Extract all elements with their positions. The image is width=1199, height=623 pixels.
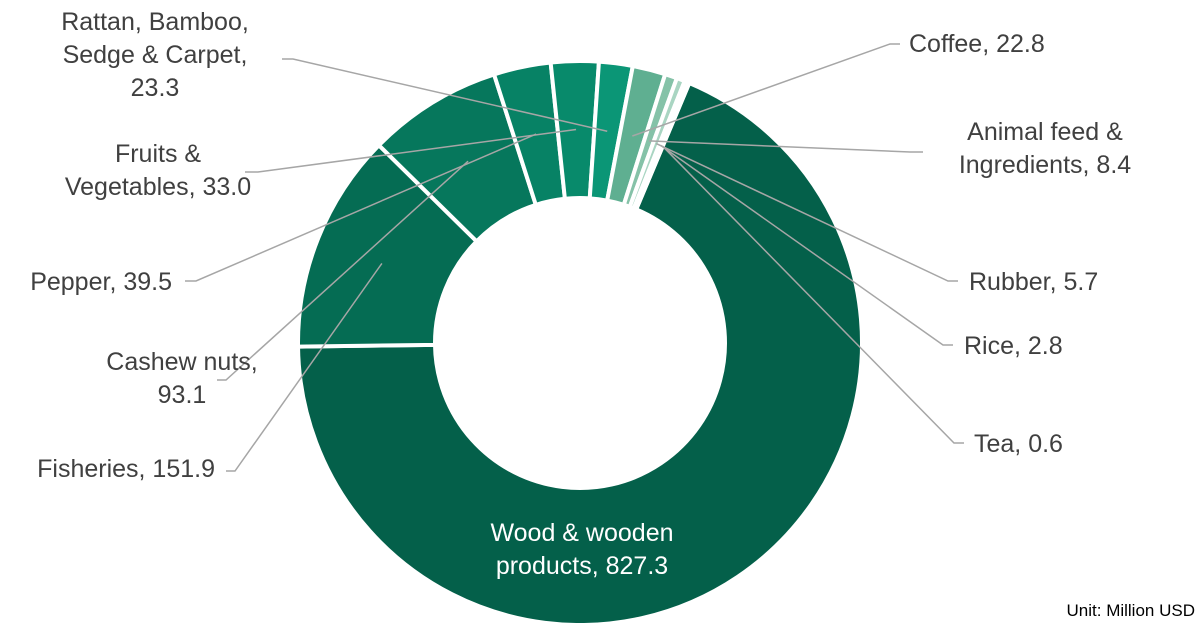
data-label-wood-wooden-products: Wood & wooden products, 827.3 [491, 519, 674, 580]
leader-line-fruits-vegetables [245, 128, 577, 173]
data-label-fisheries: Fisheries, 151.9 [37, 455, 215, 483]
data-label-line: 23.3 [131, 74, 180, 102]
data-label-line: Sedge & Carpet, [63, 41, 248, 69]
slice-wood-wooden-products [295, 80, 864, 623]
leader-line-coffee [632, 43, 900, 137]
data-label-line: Rattan, Bamboo, [61, 8, 249, 36]
data-label-line: Vegetables, 33.0 [65, 173, 251, 201]
leader-line-rattan-bamboo-sedge-carpet [282, 58, 608, 132]
leader-line-pepper [185, 133, 537, 282]
labels-group: Wood & wooden products, 827.3 Fisheries, 1… [30, 8, 1131, 580]
data-label-line: Tea, 0.6 [974, 430, 1063, 458]
data-label-animal-feed-ingredients: Animal feed & Ingredients, 8.4 [959, 118, 1131, 179]
data-label-rattan-bamboo-sedge-carpet: Rattan, Bamboo, Sedge & Carpet, 23.3 [61, 8, 249, 102]
data-label-pepper: Pepper, 39.5 [30, 268, 172, 296]
leader-line-cashew-nuts [217, 160, 469, 381]
leader-lines-group [185, 43, 964, 472]
data-label-line: Animal feed & [967, 118, 1123, 146]
data-label-line: Rice, 2.8 [964, 332, 1063, 360]
data-label-cashew-nuts: Cashew nuts, 93.1 [106, 348, 257, 409]
data-label-coffee: Coffee, 22.8 [909, 30, 1045, 58]
data-label-line: Fisheries, 151.9 [37, 455, 215, 483]
leader-line-tea [661, 145, 964, 444]
data-label-fruits-vegetables: Fruits & Vegetables, 33.0 [65, 140, 251, 201]
data-label-rubber: Rubber, 5.7 [969, 268, 1098, 296]
data-label-line: products, 827.3 [496, 552, 668, 580]
unit-note: Unit: Million USD [1066, 601, 1195, 620]
data-label-tea: Tea, 0.6 [974, 430, 1063, 458]
data-label-line: Fruits & [115, 140, 201, 168]
leader-line-animal-feed-ingredients [648, 140, 923, 153]
data-label-line: 93.1 [158, 381, 207, 409]
data-label-rice: Rice, 2.8 [964, 332, 1063, 360]
data-label-line: Coffee, 22.8 [909, 30, 1045, 58]
data-label-line: Cashew nuts, [106, 348, 257, 376]
leader-line-rice [660, 144, 953, 346]
slices-group [295, 59, 864, 623]
leader-line-fisheries [226, 262, 383, 472]
data-label-line: Pepper, 39.5 [30, 268, 172, 296]
data-label-line: Wood & wooden [491, 519, 674, 547]
data-label-line: Ingredients, 8.4 [959, 151, 1131, 179]
leader-line-rubber [655, 142, 958, 282]
data-label-line: Rubber, 5.7 [969, 268, 1098, 296]
